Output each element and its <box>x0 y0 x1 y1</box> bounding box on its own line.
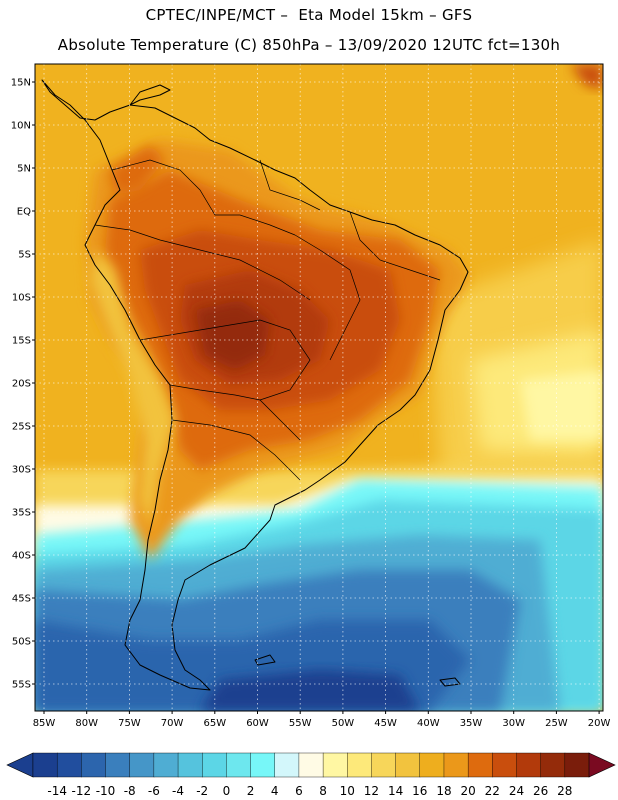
colorbar: -14 -12 -10 -8 -6 -4 -2 0 2 4 6 8 10 12 14 16 18 20 22 24 26… <box>6 752 616 798</box>
colorbar-tick-label: -2 <box>196 784 208 798</box>
colorbar-swatch <box>81 752 107 778</box>
colorbar-tick-label: -14 <box>47 784 67 798</box>
colorbar-tick-label: 12 <box>364 784 379 798</box>
lon-label: 40W <box>417 718 440 729</box>
colorbar-swatch <box>177 752 203 778</box>
colorbar-swatch <box>274 752 300 778</box>
colorbar-tick-label: 26 <box>533 784 548 798</box>
lat-label: 5S <box>18 250 31 261</box>
temperature-field <box>35 64 603 711</box>
lon-label: 45W <box>374 718 397 729</box>
lon-label: 55W <box>289 718 312 729</box>
lat-label: 55S <box>12 680 31 691</box>
lat-label: 35S <box>12 508 31 519</box>
colorbar-swatch <box>395 752 421 778</box>
lon-label: 35W <box>460 718 483 729</box>
colorbar-swatch <box>564 752 590 778</box>
colorbar-swatch <box>105 752 131 778</box>
lon-label: 30W <box>502 718 525 729</box>
lat-label: 10N <box>11 121 31 132</box>
colorbar-over-arrow <box>588 752 616 778</box>
colorbar-swatch <box>419 752 445 778</box>
colorbar-swatch <box>298 752 324 778</box>
lat-label: 40S <box>12 551 31 562</box>
colorbar-tick-label: 24 <box>509 784 524 798</box>
lat-label: 30S <box>12 465 31 476</box>
colorbar-tick-label: 4 <box>271 784 279 798</box>
colorbar-swatch <box>322 752 348 778</box>
colorbar-swatch <box>516 752 542 778</box>
lon-label: 25W <box>545 718 568 729</box>
colorbar-tick-label: 22 <box>485 784 500 798</box>
map-title-line2: Absolute Temperature (C) 850hPa – 13/09/… <box>57 36 561 54</box>
colorbar-tick-label: 16 <box>412 784 427 798</box>
latitude-labels: 15N 10N 5N EQ 5S 10S 15S 20S 25S 30S 35S 40S 45S 50S 5… <box>11 78 35 691</box>
lon-label: 60W <box>246 718 269 729</box>
colorbar-tick-label: 18 <box>436 784 451 798</box>
lat-label: 20S <box>12 379 31 390</box>
longitude-labels: 85W 80W 75W 70W 65W 60W 55W 50W 45W 40W 35W 30W 25W 2… <box>33 711 611 729</box>
colorbar-tick-label: -10 <box>96 784 116 798</box>
colorbar-swatch <box>467 752 493 778</box>
colorbar-tick-label: 14 <box>388 784 403 798</box>
colorbar-tick-label: 2 <box>247 784 255 798</box>
lat-label: 50S <box>12 637 31 648</box>
map-title-line1: CPTEC/INPE/MCT – Eta Model 15km – GFS <box>145 6 473 24</box>
colorbar-swatch <box>56 752 82 778</box>
graticule <box>35 64 603 711</box>
colorbar-under-arrow <box>6 752 34 778</box>
colorbar-tick-label: -6 <box>148 784 160 798</box>
colorbar-tick-label: 10 <box>340 784 355 798</box>
lon-label: 50W <box>332 718 355 729</box>
colorbar-swatch <box>443 752 469 778</box>
lat-label: 5N <box>17 164 31 175</box>
lon-label: 80W <box>75 718 98 729</box>
colorbar-swatch <box>492 752 517 778</box>
colorbar-tick-label: 8 <box>319 784 327 798</box>
colorbar-tick-label: -12 <box>72 784 92 798</box>
lat-label: 15N <box>11 78 31 89</box>
colorbar-swatch <box>347 752 372 778</box>
colorbar-tick-label: 20 <box>460 784 475 798</box>
colorbar-swatch <box>129 752 155 778</box>
lon-label: 75W <box>118 718 141 729</box>
colorbar-swatch <box>202 752 227 778</box>
lon-label: 65W <box>203 718 226 729</box>
colorbar-tick-label: 0 <box>223 784 231 798</box>
coastline <box>41 79 469 691</box>
colorbar-swatch <box>226 752 252 778</box>
lon-label: 20W <box>588 718 611 729</box>
colorbar-swatch <box>153 752 179 778</box>
country-borders <box>94 159 441 481</box>
lat-label: EQ <box>17 207 31 218</box>
colorbar-tick-label: -4 <box>172 784 184 798</box>
colorbar-swatch <box>250 752 276 778</box>
lon-label: 70W <box>161 718 184 729</box>
lon-label: 85W <box>33 718 56 729</box>
colorbar-swatch <box>371 752 397 778</box>
map-frame <box>34 63 604 712</box>
colorbar-tick-label: 6 <box>295 784 303 798</box>
lat-label: 25S <box>12 422 31 433</box>
lat-label: 10S <box>12 293 31 304</box>
colorbar-swatch <box>32 752 58 778</box>
lat-label: 45S <box>12 594 31 605</box>
colorbar-swatch <box>540 752 566 778</box>
colorbar-tick-label: 28 <box>557 784 572 798</box>
lat-label: 15S <box>12 336 31 347</box>
colorbar-tick-label: -8 <box>124 784 136 798</box>
